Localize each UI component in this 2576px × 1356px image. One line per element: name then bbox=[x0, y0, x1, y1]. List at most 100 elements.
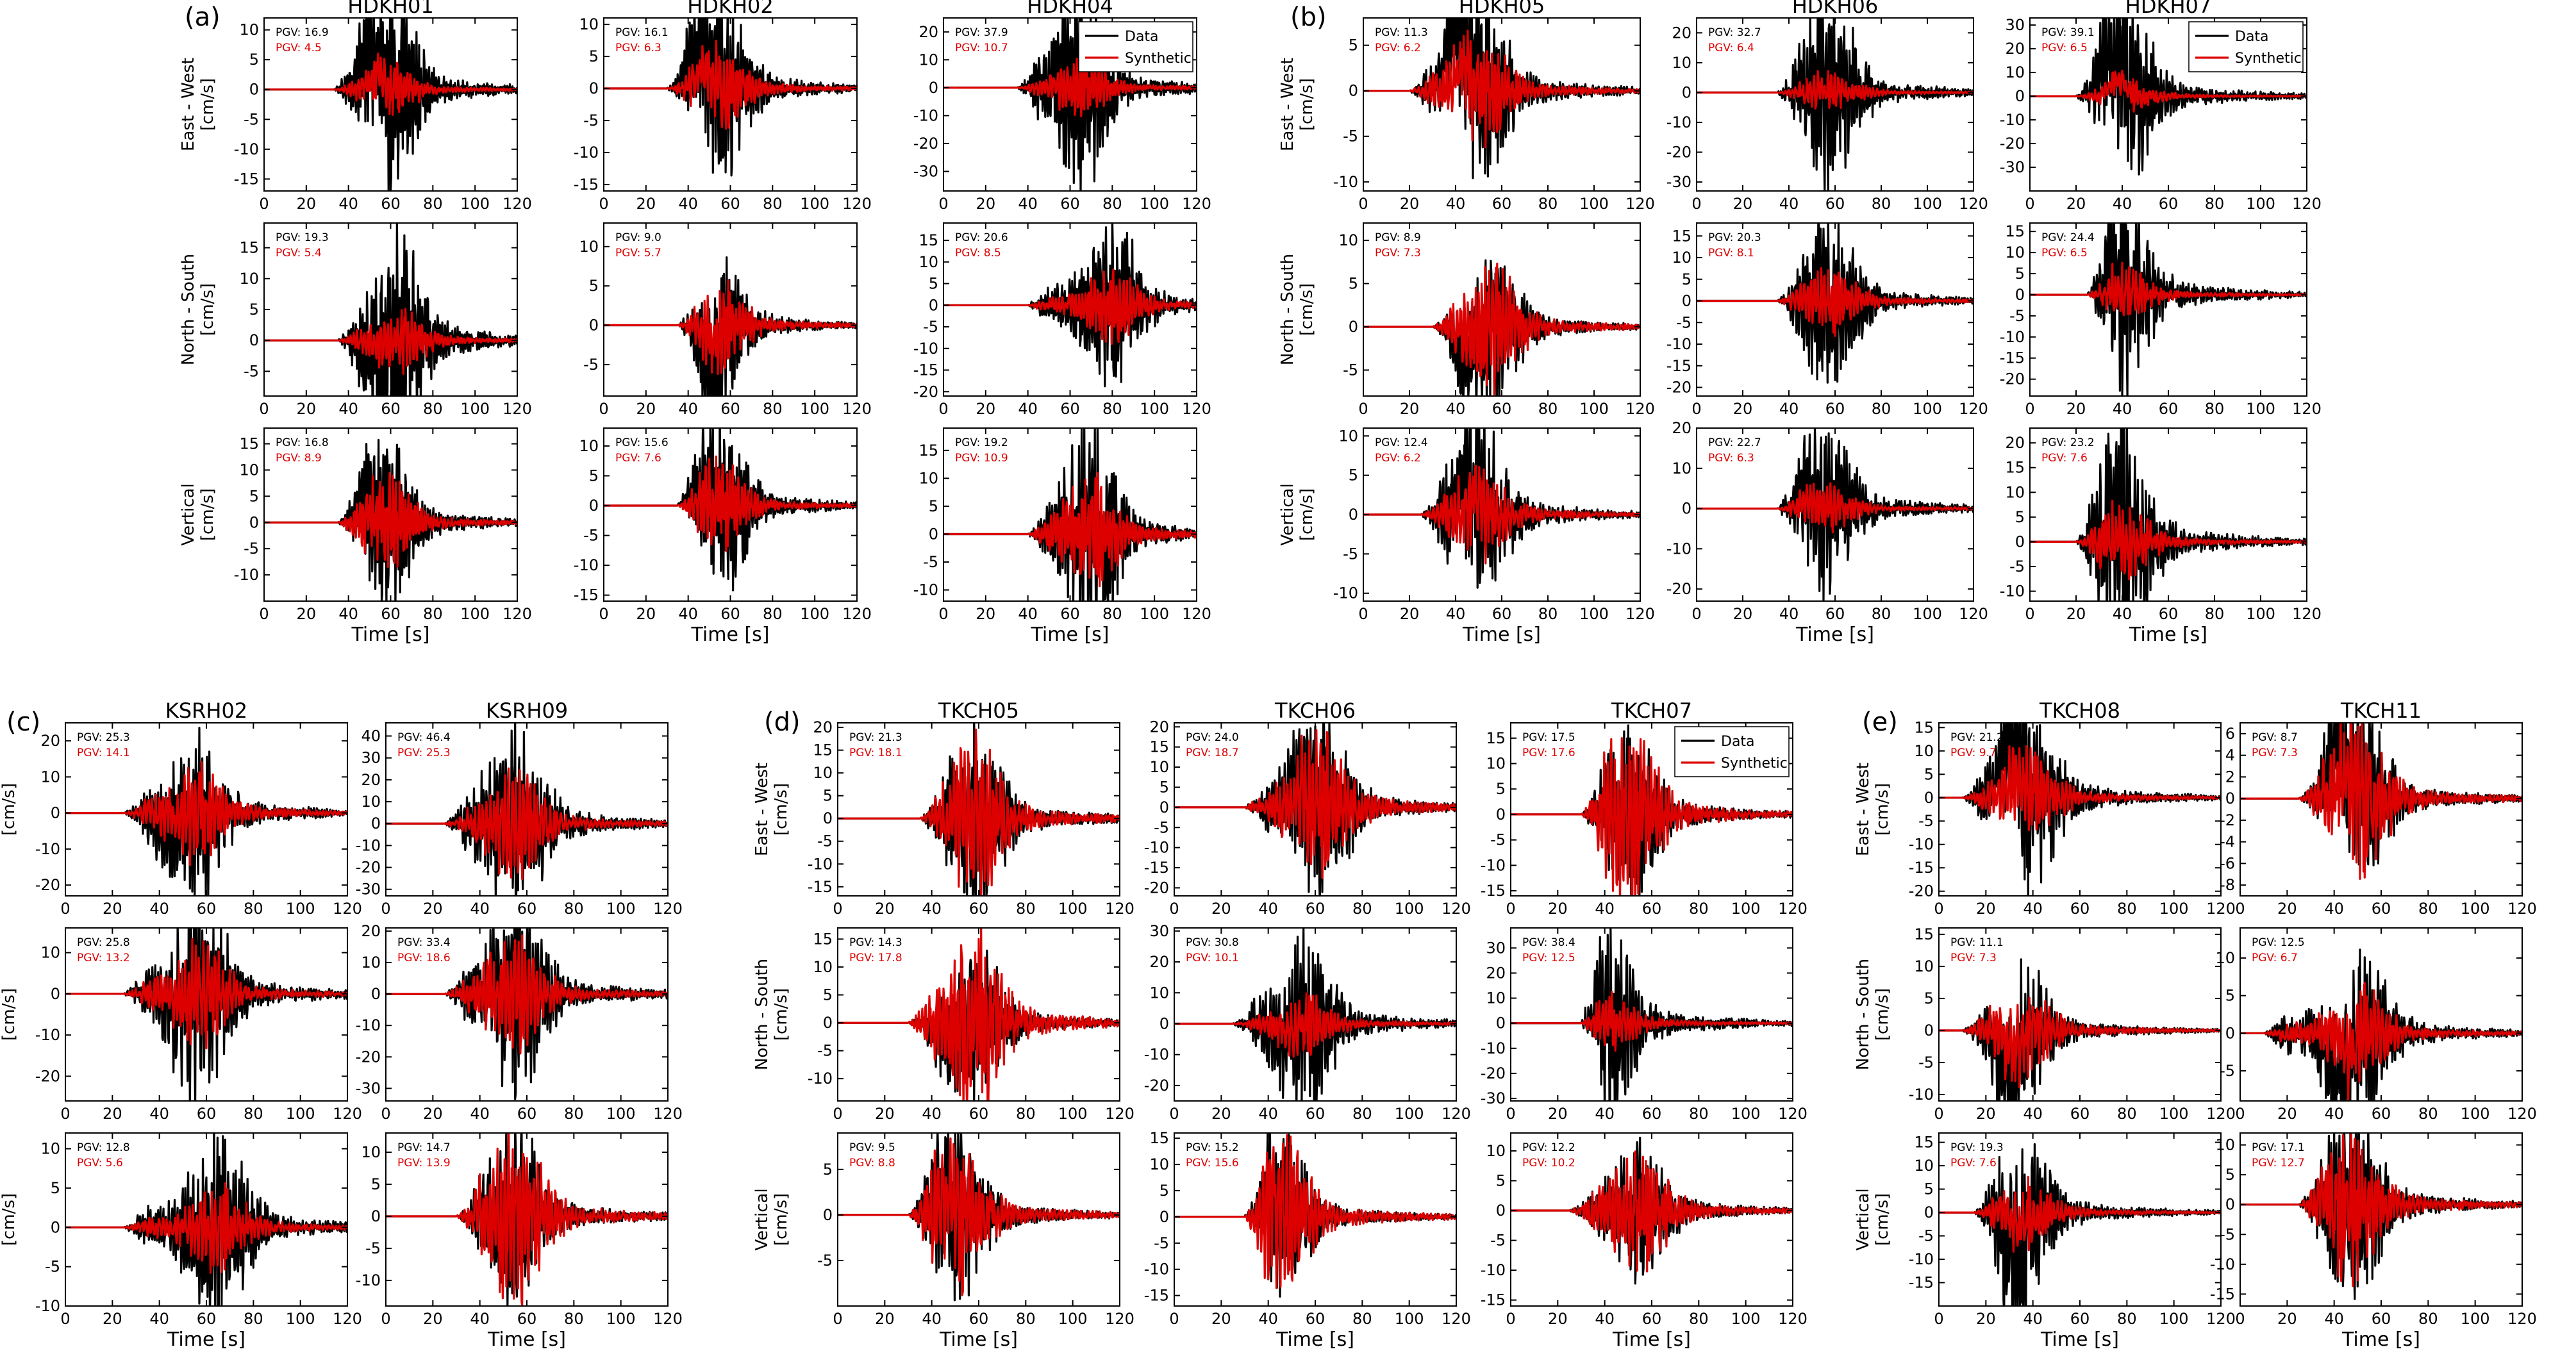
y-tick-label: -20 bbox=[1666, 143, 1691, 161]
y-tick-label: 15 bbox=[1914, 1134, 1934, 1152]
panel-label: (d) bbox=[764, 707, 801, 737]
y-tick-label: -15 bbox=[2210, 1285, 2235, 1303]
pgv-data-annotation: PGV: 19.2 bbox=[955, 436, 1008, 449]
synthetic-series-line bbox=[264, 308, 517, 375]
x-tick-label: 80 bbox=[1352, 1310, 1372, 1328]
x-tick-label: 100 bbox=[800, 400, 829, 418]
y-tick-label: -5 bbox=[1918, 1227, 1934, 1245]
x-tick-label: 100 bbox=[1579, 400, 1609, 418]
y-tick-label: -10 bbox=[1666, 113, 1691, 131]
y-tick-label: -5 bbox=[1343, 361, 1358, 379]
row-label-unit: [cm/s] bbox=[0, 988, 19, 1041]
x-tick-label: 120 bbox=[2206, 900, 2236, 918]
y-tick-label: 5 bbox=[2015, 265, 2025, 283]
trace-group bbox=[604, 428, 857, 591]
subplot-tkch06-0: TKCH06 0 20 40 60 80 100 120 -20 -15 -10 -5 0 5 10 15 20… bbox=[1144, 699, 1471, 918]
y-tick-label: 0 bbox=[1349, 506, 1358, 524]
x-tick-label: 20 bbox=[1400, 195, 1420, 213]
row-label-unit: [cm/s] bbox=[1297, 283, 1317, 336]
y-tick-label: 20 bbox=[1149, 953, 1169, 971]
x-tick-label: 0 bbox=[60, 1310, 70, 1328]
synthetic-series-line bbox=[264, 472, 517, 568]
y-tick-label: 10 bbox=[239, 21, 259, 39]
pgv-synthetic-annotation: PGV: 7.3 bbox=[1375, 247, 1421, 260]
row-label-unit: [cm/s] bbox=[772, 988, 791, 1041]
pgv-synthetic-annotation: PGV: 5.7 bbox=[615, 247, 661, 260]
y-tick-label: -10 bbox=[2210, 1255, 2235, 1273]
y-tick-label: -10 bbox=[1144, 839, 1169, 857]
x-tick-label: 60 bbox=[1642, 1105, 1662, 1123]
synthetic-series-line bbox=[2030, 69, 2307, 113]
y-tick-label: 5 bbox=[1924, 765, 1934, 783]
x-tick-label: 40 bbox=[149, 1310, 169, 1328]
x-tick-label: 80 bbox=[564, 1310, 584, 1328]
x-tick-label: 20 bbox=[976, 195, 996, 213]
y-tick-label: -5 bbox=[45, 1258, 60, 1276]
y-tick-label: 20 bbox=[40, 732, 60, 750]
x-tick-label: 80 bbox=[2117, 900, 2137, 918]
y-tick-label: 15 bbox=[813, 930, 833, 948]
y-tick-label: -10 bbox=[1144, 1261, 1169, 1278]
row-label: Vertical[cm/s] bbox=[1278, 483, 1317, 545]
x-tick-label: 60 bbox=[2159, 195, 2179, 213]
x-tick-label: 100 bbox=[2159, 1310, 2189, 1328]
y-tick-label: 0 bbox=[2015, 87, 2025, 105]
pgv-synthetic-annotation: PGV: 10.7 bbox=[955, 42, 1008, 54]
y-tick-label: -10 bbox=[356, 1016, 381, 1034]
x-tick-label: 20 bbox=[1548, 900, 1568, 918]
x-tick-label: 60 bbox=[1060, 605, 1080, 623]
station-title: KSRH09 bbox=[486, 699, 568, 723]
pgv-data-annotation: PGV: 14.7 bbox=[397, 1141, 451, 1154]
subplot-tkch06-2: 0 20 40 60 80 100 120 -15 -10 -5 0 5 10 15 PGV: 15.2 PG… bbox=[1144, 1129, 1471, 1351]
x-tick-label: 20 bbox=[1548, 1310, 1568, 1328]
x-tick-label: 60 bbox=[2070, 900, 2090, 918]
x-tick-label: 60 bbox=[197, 900, 217, 918]
y-tick-label: -30 bbox=[1666, 173, 1691, 191]
pgv-synthetic-annotation: PGV: 12.7 bbox=[2252, 1157, 2305, 1170]
x-tick-label: 100 bbox=[286, 1105, 315, 1123]
x-tick-label: 100 bbox=[2246, 195, 2275, 213]
subplot-hdkh05-2: 0 20 40 60 80 100 120 -10 -5 0 5 10 PGV: 12.4 PGV: 6.… bbox=[1333, 427, 1655, 646]
synthetic-series-line bbox=[1363, 29, 1640, 149]
trace-group bbox=[943, 223, 1197, 388]
synthetic-series-line bbox=[838, 928, 1120, 1101]
x-tick-label: 40 bbox=[1018, 400, 1038, 418]
synthetic-series-line bbox=[1697, 70, 1974, 110]
y-tick-label: -10 bbox=[1333, 584, 1358, 602]
subplot-tkch05-0: TKCH05 0 20 40 60 80 100 120 -15 -10 -5 0 5 10 15 20 PGV… bbox=[808, 699, 1134, 918]
pgv-data-annotation: PGV: 12.8 bbox=[77, 1141, 130, 1154]
y-tick-label: -5 bbox=[2009, 558, 2025, 575]
y-tick-label: -10 bbox=[1666, 540, 1691, 558]
x-tick-label: 40 bbox=[2113, 605, 2132, 623]
row-label-component: Vertical bbox=[179, 483, 198, 545]
row-label-unit: [cm/s] bbox=[1873, 783, 1892, 836]
y-tick-label: -20 bbox=[1144, 879, 1169, 897]
y-tick-label: 15 bbox=[1149, 1129, 1169, 1147]
y-tick-label: -20 bbox=[356, 1048, 381, 1066]
synthetic-series-line bbox=[1697, 482, 1974, 534]
x-tick-label: 20 bbox=[1211, 1105, 1231, 1123]
y-tick-label: -5 bbox=[365, 1239, 381, 1257]
synthetic-series-line bbox=[2240, 723, 2522, 880]
y-tick-label: 30 bbox=[361, 749, 381, 767]
pgv-synthetic-annotation: PGV: 25.3 bbox=[397, 747, 451, 759]
x-tick-label: 40 bbox=[1018, 605, 1038, 623]
x-tick-label: 80 bbox=[564, 1105, 584, 1123]
x-tick-label: 20 bbox=[297, 605, 317, 623]
y-tick-label: 5 bbox=[1159, 778, 1169, 796]
legend-data-label: Data bbox=[1125, 29, 1159, 45]
x-tick-label: 120 bbox=[653, 900, 683, 918]
pgv-synthetic-annotation: PGV: 6.4 bbox=[1708, 42, 1754, 54]
y-tick-label: 5 bbox=[51, 1179, 60, 1197]
synthetic-series-line bbox=[1697, 267, 1974, 337]
subplot-hdkh07-1: 0 20 40 60 80 100 120 -20 -15 -10 -5 0 5 10 15 PGV: 24.… bbox=[2000, 222, 2322, 418]
row-label-unit: [cm/s] bbox=[772, 783, 791, 836]
x-tick-label: 100 bbox=[1140, 605, 1169, 623]
y-tick-label: -15 bbox=[1909, 859, 1934, 877]
trace-group bbox=[2030, 428, 2307, 601]
pgv-synthetic-annotation: PGV: 5.6 bbox=[77, 1157, 123, 1170]
y-tick-label: -2 bbox=[2220, 811, 2235, 829]
x-tick-label: 20 bbox=[2277, 900, 2297, 918]
y-tick-label: -15 bbox=[574, 176, 599, 194]
x-tick-label: 20 bbox=[976, 605, 996, 623]
